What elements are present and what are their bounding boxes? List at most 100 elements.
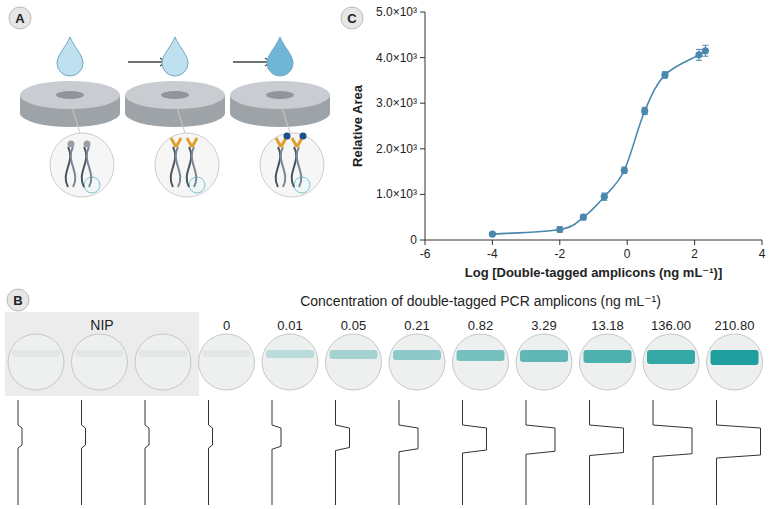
membrane-photo: [453, 334, 509, 390]
x-tick-label: 2: [691, 247, 698, 261]
data-point: [580, 214, 587, 221]
disk-top: [125, 81, 225, 109]
disk-well: [161, 91, 189, 99]
dna-strand: [71, 147, 76, 187]
membrane-photo: [389, 334, 445, 390]
error-bar: [557, 227, 563, 232]
membrane-photo: [580, 334, 636, 390]
disk-well: [56, 91, 84, 99]
panel-c-chart: -6-4-202401.0×10³2.0×10³3.0×10³4.0×10³5.…: [350, 5, 766, 280]
membrane-photo: [707, 334, 763, 390]
antibody: [187, 138, 197, 147]
x-tick-label: 0: [624, 247, 631, 261]
panel-letter-badge: [9, 7, 31, 29]
inset: [155, 133, 219, 197]
intensity-profile: [590, 400, 624, 505]
figure: ABNIPConcentration of double-tagged PCR …: [0, 0, 779, 509]
inset-pointer: [175, 101, 185, 133]
intensity-profile: [463, 400, 487, 505]
membrane-photo: [262, 334, 318, 390]
dna-strand: [192, 147, 197, 187]
error-bar: [580, 214, 586, 219]
y-tick: [420, 148, 425, 149]
test-line: [520, 350, 568, 362]
intensity-profile: [653, 400, 692, 505]
x-tick: [425, 240, 426, 245]
test-line: [12, 350, 60, 357]
droplet: [162, 37, 188, 76]
x-tick: [627, 240, 628, 245]
x-tick: [762, 240, 763, 245]
intensity-profile: [145, 400, 149, 505]
membrane-photo: [516, 334, 572, 390]
error-bar: [621, 167, 627, 173]
intensity-profile: [399, 400, 418, 505]
x-tick-label: -6: [420, 247, 431, 261]
concentration-label: 13.18: [591, 318, 624, 333]
y-axis-title: Relative Area: [350, 84, 365, 167]
test-line: [330, 350, 378, 359]
panel-letter: B: [13, 293, 22, 308]
concentration-label: 0: [223, 318, 230, 333]
y-tick: [420, 103, 425, 104]
concentration-label: 3.29: [531, 318, 556, 333]
y-tick-label: 1.0×10³: [376, 187, 417, 201]
data-point: [641, 107, 648, 114]
test-line: [584, 350, 632, 363]
x-tick-label: 4: [759, 247, 766, 261]
x-tick-label: -4: [487, 247, 498, 261]
dna-strand: [187, 147, 192, 187]
error-bar: [642, 107, 648, 114]
panel-b-title: Concentration of double-tagged PCR ampli…: [300, 293, 661, 309]
antibody: [171, 138, 181, 147]
x-tick: [492, 240, 493, 245]
y-tick-label: 4.0×10³: [376, 51, 417, 65]
concentration-label: 0.21: [404, 318, 429, 333]
panel-letter: C: [347, 11, 357, 26]
test-line: [139, 350, 187, 357]
inset-pointer: [70, 101, 80, 133]
dna-strand: [66, 147, 71, 187]
antibody: [292, 138, 302, 147]
intensity-profile: [82, 400, 86, 505]
concentration-label: 210.80: [715, 318, 755, 333]
dna-strand: [276, 147, 281, 187]
y-axis: [425, 12, 426, 240]
nip-box: [5, 312, 199, 396]
plot-data: [489, 45, 709, 237]
y-tick: [420, 12, 425, 13]
nip-label: NIP: [90, 317, 113, 333]
error-bar: [702, 45, 708, 56]
dna-strand: [171, 147, 176, 187]
x-axis: [425, 240, 762, 241]
droplet: [267, 37, 293, 76]
dna-strand: [297, 147, 302, 187]
membrane-photo: [326, 334, 382, 390]
dna-strand: [82, 147, 87, 187]
tag: [68, 141, 75, 148]
intensity-profile: [18, 400, 22, 505]
inset: [50, 133, 114, 197]
intensity-profile: [717, 400, 761, 505]
membrane-photo: [135, 334, 191, 390]
dna-strand: [87, 147, 92, 187]
disk-top: [20, 81, 120, 109]
membrane-photo: [72, 334, 128, 390]
test-line: [647, 350, 695, 364]
fit-curve: [492, 51, 705, 234]
x-tick: [694, 240, 695, 245]
inset: [260, 133, 324, 197]
x-axis-title: Log [Double-tagged amplicons (ng mL⁻¹)]: [465, 265, 722, 280]
test-line: [266, 350, 314, 358]
intensity-profile: [209, 400, 213, 505]
y-tick: [420, 194, 425, 195]
test-line: [457, 350, 505, 361]
test-line: [393, 350, 441, 360]
arrow: [233, 58, 271, 66]
y-tick-label: 0: [410, 233, 417, 247]
data-point: [661, 71, 668, 78]
intensity-profile: [526, 400, 555, 505]
disk-well: [266, 91, 294, 99]
data-point: [695, 51, 702, 58]
x-tick-label: -2: [554, 247, 565, 261]
